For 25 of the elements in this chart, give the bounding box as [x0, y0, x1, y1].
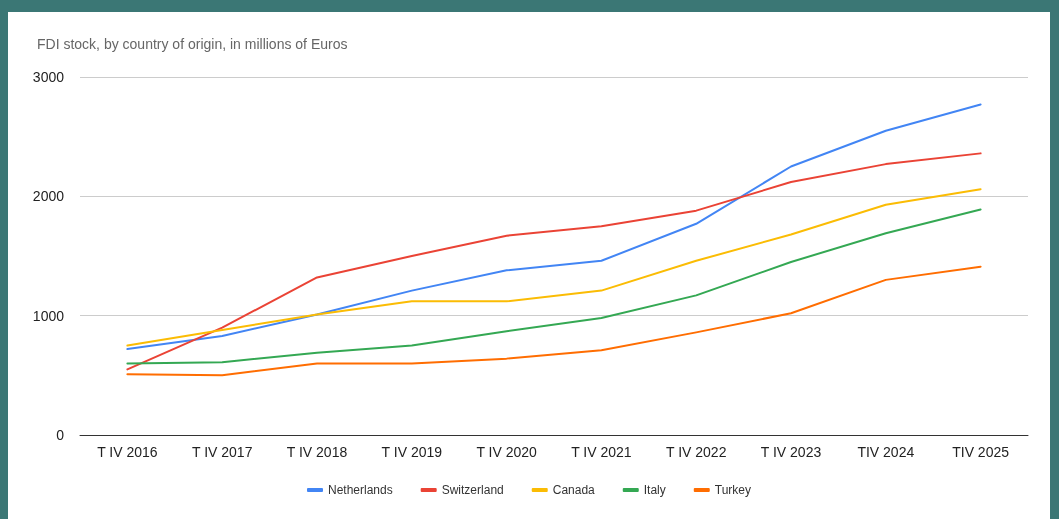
- line-series: [126, 188, 982, 347]
- legend-label: Turkey: [714, 483, 752, 497]
- x-tick-label: T IV 2018: [286, 444, 348, 460]
- line-series: [126, 265, 982, 377]
- x-tick-label: T IV 2017: [191, 444, 253, 460]
- line-series: [126, 152, 982, 371]
- y-tick-label: 3000: [32, 69, 65, 85]
- x-tick-label: TIV 2024: [857, 444, 915, 460]
- legend-label: Italy: [643, 483, 666, 497]
- x-tick-label: T IV 2021: [571, 444, 632, 460]
- x-tick-label: TIV 2025: [952, 444, 1010, 460]
- x-tick-label: T IV 2022: [665, 444, 727, 460]
- x-tick-label: T IV 2023: [760, 444, 822, 460]
- legend-label: Netherlands: [328, 483, 393, 497]
- legend-label: Canada: [552, 483, 596, 497]
- x-tick-label: T IV 2016: [97, 444, 158, 460]
- line-series: [126, 103, 982, 351]
- y-tick-label: 1000: [32, 307, 65, 324]
- chart-title: FDI stock, by country of origin, in millions of Euros: [37, 36, 348, 52]
- line-series: [126, 208, 982, 365]
- x-tick-label: T IV 2019: [381, 444, 443, 460]
- y-tick-label: 0: [56, 427, 65, 443]
- y-tick-label: 2000: [32, 188, 65, 205]
- legend-label: Switzerland: [441, 483, 504, 497]
- x-tick-label: T IV 2020: [476, 444, 538, 460]
